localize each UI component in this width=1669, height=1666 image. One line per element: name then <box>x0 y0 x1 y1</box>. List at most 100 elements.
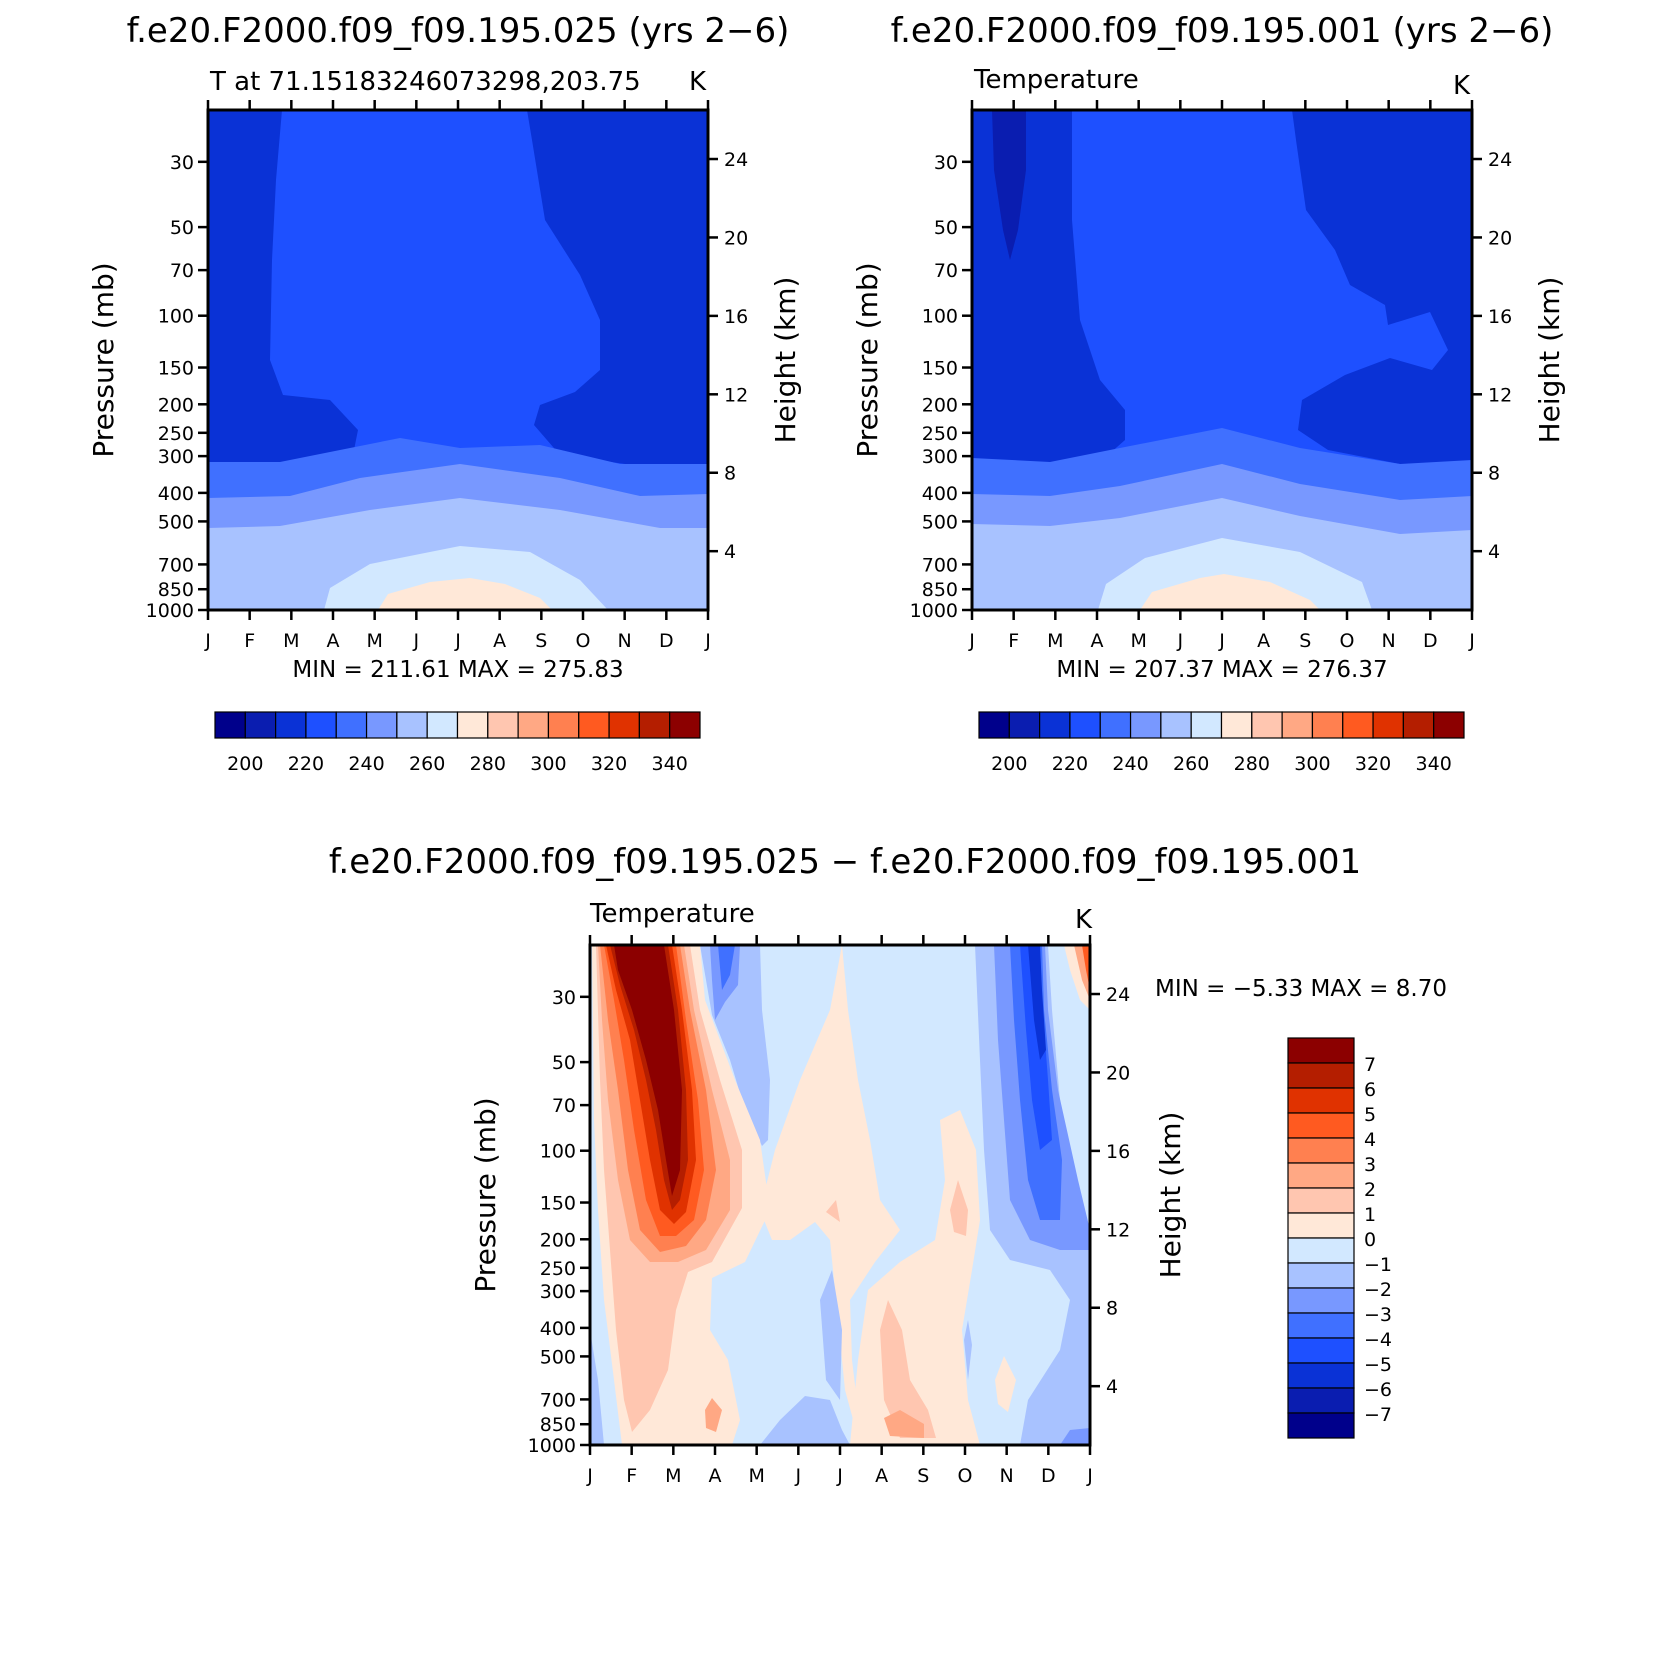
panel-c-x-tick-label: J <box>795 1465 802 1487</box>
panel-b-colorbar: 200 220 240 260 280 300 320 340 <box>978 711 1465 775</box>
panel-c-colorbar-label: −6 <box>1364 1379 1392 1401</box>
panel-a-colorbar-swatch <box>365 711 398 739</box>
panel-c-y-tick-label-right: 20 <box>1106 1062 1130 1084</box>
panel-c-x-tick-label: N <box>1000 1465 1014 1487</box>
panel-b-x-tick-label: J <box>1177 630 1184 652</box>
panel-c-y-tick-label: 70 <box>552 1095 576 1117</box>
panel-c-colorbar-swatch <box>1287 1162 1355 1189</box>
panel-c-colorbar-swatch <box>1287 1237 1355 1264</box>
panel-c-title: f.e20.F2000.f09_f09.195.025 − f.e20.F200… <box>329 842 1361 882</box>
panel-b-x-tick-label: M <box>1047 630 1063 652</box>
panel-c-colorbar-label: 4 <box>1364 1129 1376 1151</box>
panel-c-ylabel-right: Height (km) <box>1154 1112 1187 1279</box>
panel-c-x-tick-label: O <box>958 1465 973 1487</box>
panel-a-cold-right <box>527 110 708 466</box>
panel-a-colorbar-swatch <box>244 711 277 739</box>
panel-b-cold-right <box>1292 110 1472 464</box>
panel-b-y-tick-label: 400 <box>922 483 958 505</box>
panel-a-x-tick-label: J <box>413 630 420 652</box>
panel-a-units: K <box>689 67 707 97</box>
panel-a-x-tick-label: M <box>283 630 299 652</box>
panel-a-y-tick-label: 500 <box>158 511 194 533</box>
panel-a-y-tick-label-right: 24 <box>724 149 748 171</box>
panel-b-y-tick-label: 850 <box>922 579 958 601</box>
panel-c-pos-spot5 <box>995 1356 1016 1412</box>
panel-c-colorbar-label: −3 <box>1364 1304 1392 1326</box>
panel-b-x-tick-label: F <box>1008 630 1019 652</box>
panel-b-title: f.e20.F2000.f09_f09.195.001 (yrs 2−6) <box>891 11 1554 51</box>
panel-a-x-tick-label: S <box>535 630 547 652</box>
panel-c-pos-mid <box>760 945 900 1445</box>
panel-b-colorbar-label: 280 <box>1234 753 1270 775</box>
panel-a-y-tick-label: 30 <box>170 152 194 174</box>
panel-a-x-tick-label: F <box>244 630 255 652</box>
panel-c-neg-edge <box>590 1330 604 1445</box>
panel-c-colorbar-label: −1 <box>1364 1254 1392 1276</box>
panel-c-colorbar-swatch <box>1287 1087 1355 1114</box>
panel-c-y-tick-label: 200 <box>540 1229 576 1251</box>
panel-c-neg-spot <box>964 1320 972 1380</box>
panel-b-y-tick-label: 500 <box>922 511 958 533</box>
panel-c-colorbar-swatch <box>1287 1212 1355 1239</box>
panel-a-x-tick-label: J <box>204 630 211 652</box>
panel-c-y-tick-label: 400 <box>540 1318 576 1340</box>
panel-c-colorbar-swatch <box>1287 1262 1355 1289</box>
panel-a-y-tick-label: 250 <box>158 423 194 445</box>
panel-a-colorbar-swatch <box>275 711 307 739</box>
panel-b-y-tick-label: 300 <box>922 446 958 468</box>
panel-c-colorbar-label: −4 <box>1364 1329 1392 1351</box>
panel-a-colorbar-label: 320 <box>591 753 627 775</box>
panel-a-colorbar: 200 220 240 260 280 300 320 340 <box>214 711 701 775</box>
panel-c-ylabel: Pressure (mb) <box>469 1097 502 1292</box>
panel-a-colorbar-label: 220 <box>288 753 324 775</box>
panel-c-y-tick-label-right: 4 <box>1106 1376 1118 1398</box>
panel-b-colorbar-label: 220 <box>1052 753 1088 775</box>
panel-a-y-tick-label-right: 16 <box>724 306 748 328</box>
panel-b-coldest-left <box>992 110 1026 260</box>
panel-a-colorbar-swatch <box>487 711 519 739</box>
panel-a-colorbar-swatch <box>426 711 459 739</box>
panel-c-colorbar: 7 6 5 4 3 2 1 0 −1 −2 −3 −4 −5 −6 −7 <box>1287 1037 1392 1439</box>
panel-b-colorbar-label: 240 <box>1112 753 1148 775</box>
panel-b-y-tick-label-right: 8 <box>1488 463 1500 485</box>
panel-b-colorbar-swatch <box>1129 711 1162 739</box>
panel-a-colorbar-swatch <box>578 711 610 739</box>
panel-a-band-280 <box>378 578 552 610</box>
panel-c-x-tick-label: J <box>1086 1465 1093 1487</box>
panel-c-colorbar-label: −7 <box>1364 1404 1392 1426</box>
panel-c-pos-right3 <box>884 1410 924 1438</box>
panel-a-x-tick-label: D <box>659 630 674 652</box>
panel-c-x-tick-label: M <box>748 1465 764 1487</box>
panel-b-y-tick-label: 50 <box>934 217 958 239</box>
panel-c-colorbar-swatch <box>1287 1187 1355 1214</box>
panel-b-colorbar-label: 340 <box>1416 753 1452 775</box>
panel-a-y-tick-label: 150 <box>158 358 194 380</box>
panel-c-pos-edge3 <box>1082 945 1090 990</box>
panel-b-colorbar-swatch <box>1433 711 1465 739</box>
panel-c-colorbar-label: −2 <box>1364 1279 1392 1301</box>
panel-a-stats: MIN = 211.61 MAX = 275.83 <box>292 657 623 683</box>
panel-c-colorbar-swatch <box>1287 1412 1355 1439</box>
panel-b-colorbar-swatch <box>1281 711 1314 739</box>
panel-b-colorbar-swatch <box>1342 711 1374 739</box>
panel-b-colorbar-label: 320 <box>1355 753 1391 775</box>
panel-b-band-280 <box>1140 574 1320 610</box>
panel-b-y-tick-label: 30 <box>934 152 958 174</box>
panel-b-colorbar-swatch <box>1372 711 1404 739</box>
panel-b-y-tick-label: 150 <box>922 358 958 380</box>
panel-b-colorbar-swatch <box>1069 711 1101 739</box>
panel-c-neg-bottom <box>1060 1428 1090 1445</box>
panel-c-colorbar-label: 0 <box>1364 1229 1376 1251</box>
panel-c-colorbar-swatch <box>1287 1137 1355 1164</box>
panel-a-colorbar-swatch <box>396 711 428 739</box>
panel-b-colorbar-swatch <box>1039 711 1071 739</box>
panel-b-x-tick-label: A <box>1091 630 1104 652</box>
panel-a-colorbar-swatch <box>456 711 489 739</box>
panel-c-colorbar-label: 6 <box>1364 1079 1376 1101</box>
panel-b-colorbar-swatch <box>978 711 1010 739</box>
panel-c-colorbar-label: −5 <box>1364 1354 1392 1376</box>
panel-a-colorbar-swatch <box>547 711 580 739</box>
